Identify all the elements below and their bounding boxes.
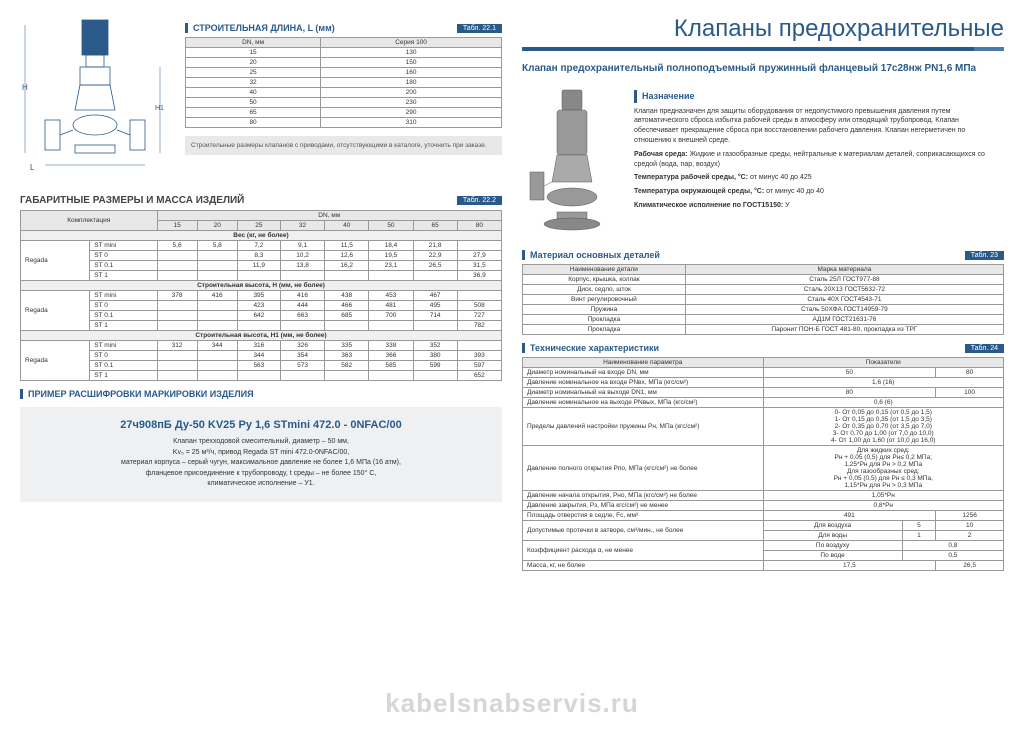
dim-title-text: СТРОИТЕЛЬНАЯ ДЛИНА, L (мм) — [193, 23, 335, 33]
svg-text:L: L — [30, 163, 35, 172]
marking-text: Клапан трехходовой смесительный, диаметр… — [32, 437, 490, 490]
marking-code: 27ч908пБ Ду-50 KV25 Ру 1,6 STmini 472.0 … — [32, 419, 490, 431]
note: Строительные размеры клапанов с приводам… — [185, 136, 502, 155]
dim-title: СТРОИТЕЛЬНАЯ ДЛИНА, L (мм) Табл. 22.1 — [185, 23, 502, 33]
mass-title: ГАБАРИТНЫЕ РАЗМЕРЫ И МАССА ИЗДЕЛИЙ Табл.… — [20, 195, 502, 206]
materials-table: Наименование деталиМарка материала Корпу… — [522, 264, 1004, 335]
page: L H H1 СТРОИТЕЛЬНАЯ ДЛИНА, L (мм) Табл. … — [0, 0, 1024, 586]
page-title: Клапаны предохранительные — [522, 15, 1004, 43]
dim-table: DN, ммСерия 100 15130 20150 25160 32180 … — [185, 37, 502, 128]
safety-valve-image — [522, 82, 622, 242]
marking-heading: ПРИМЕР РАСШИФРОВКИ МАРКИРОВКИ ИЗДЕЛИЯ — [20, 389, 502, 399]
svg-text:H1: H1 — [155, 105, 164, 112]
valve-diagram: L H H1 — [20, 15, 170, 185]
materials-heading: Материал основных деталей Табл. 23 — [522, 250, 1004, 260]
title-bar — [522, 47, 1004, 51]
watermark: kabelsnabservis.ru — [385, 688, 639, 719]
svg-text:H: H — [22, 83, 28, 92]
dim-tab: Табл. 22.1 — [457, 24, 502, 33]
tech-heading: Технические характеристики Табл. 24 — [522, 343, 1004, 353]
product-description: Назначение Клапан предназначен для защит… — [634, 82, 1004, 242]
right-column: Клапаны предохранительные Клапан предохр… — [522, 15, 1004, 571]
tech-table: Наименование параметраПоказателиДиаметр … — [522, 357, 1004, 571]
marking-box: 27ч908пБ Ду-50 KV25 Ру 1,6 STmini 472.0 … — [20, 407, 502, 502]
left-column: L H H1 СТРОИТЕЛЬНАЯ ДЛИНА, L (мм) Табл. … — [20, 15, 502, 571]
mass-table: КомплектацияDN, мм1520253240506580Вес (к… — [20, 210, 502, 381]
purpose-heading: Назначение — [634, 90, 1004, 103]
product-title: Клапан предохранительный полноподъемный … — [522, 63, 1004, 74]
